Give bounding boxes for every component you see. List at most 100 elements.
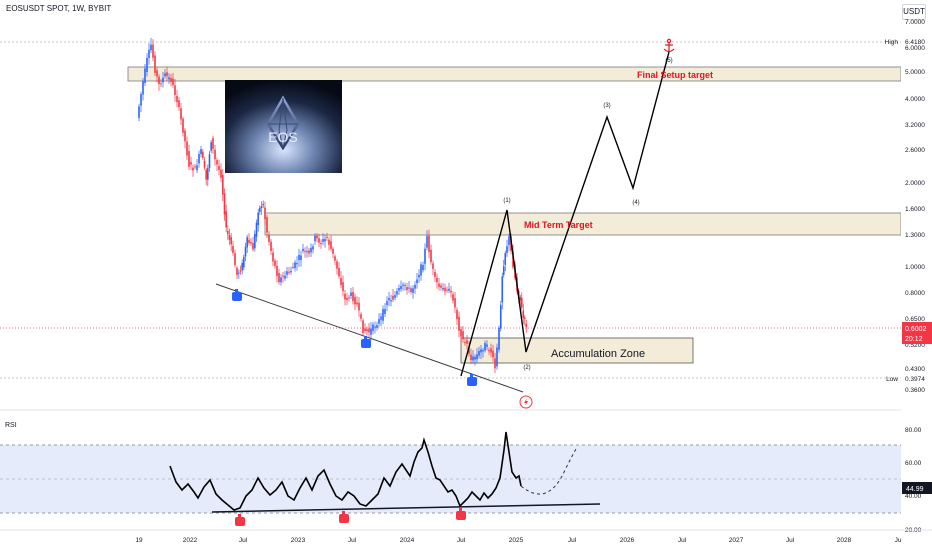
thumbs-up-icon bbox=[232, 289, 242, 301]
candle bbox=[276, 265, 278, 276]
price-tick-label: 3.2000 bbox=[905, 122, 925, 129]
candle bbox=[282, 275, 284, 277]
candle bbox=[410, 288, 412, 292]
candle bbox=[182, 118, 184, 133]
candle bbox=[255, 222, 258, 237]
time-tick-label: Jul bbox=[568, 537, 577, 544]
candle bbox=[214, 149, 216, 160]
candle bbox=[428, 235, 430, 253]
candle bbox=[490, 348, 492, 353]
price-tick-label: 0.6500 bbox=[905, 316, 925, 323]
candle bbox=[286, 271, 288, 275]
candle bbox=[324, 238, 326, 242]
candle bbox=[156, 70, 158, 77]
accumulation-label: Accumulation Zone bbox=[551, 348, 645, 360]
candle bbox=[362, 320, 364, 333]
candle bbox=[446, 289, 448, 291]
candle bbox=[222, 174, 224, 195]
candle bbox=[394, 294, 396, 298]
candle bbox=[404, 285, 406, 287]
low-label: Low bbox=[886, 376, 898, 383]
candle bbox=[243, 257, 245, 268]
candle bbox=[519, 296, 522, 301]
candle bbox=[384, 308, 386, 314]
candle bbox=[476, 354, 478, 360]
time-axis-ticks[interactable]: 19 2022 Jul 2023 Jul 2024 Jul 2025 Jul 2026 Jul 202… bbox=[135, 537, 901, 544]
symbol-title: EOSUSDT SPOT, 1W, BYBIT bbox=[6, 4, 112, 13]
price-tick-label: 2.6000 bbox=[905, 147, 925, 154]
candle bbox=[360, 314, 362, 319]
candle bbox=[192, 167, 194, 171]
candle bbox=[328, 239, 330, 245]
rsi-value-badge bbox=[902, 482, 932, 494]
high-value: 6.4180 bbox=[905, 39, 925, 46]
candle bbox=[412, 288, 414, 293]
candle bbox=[248, 239, 250, 243]
candle bbox=[241, 263, 243, 271]
candle bbox=[280, 277, 282, 283]
candle bbox=[138, 106, 140, 118]
price-axis[interactable] bbox=[901, 22, 932, 542]
high-label: High bbox=[885, 39, 899, 46]
candle bbox=[442, 287, 444, 290]
candle bbox=[326, 236, 328, 238]
candle bbox=[356, 302, 358, 305]
candle bbox=[266, 217, 268, 233]
rsi-projection bbox=[520, 448, 577, 495]
rsi-line bbox=[169, 431, 522, 511]
candle bbox=[466, 340, 468, 344]
candle bbox=[366, 329, 368, 332]
candle bbox=[304, 250, 306, 252]
candle bbox=[448, 288, 450, 291]
candle bbox=[216, 160, 218, 165]
candle bbox=[218, 165, 220, 170]
candle bbox=[142, 81, 144, 95]
price-tick-label: 5.0000 bbox=[905, 69, 925, 76]
candle bbox=[330, 241, 332, 250]
candle bbox=[172, 78, 174, 86]
thumbs-up-icon bbox=[339, 511, 349, 523]
candle bbox=[257, 212, 259, 225]
candle bbox=[146, 57, 148, 73]
candle bbox=[418, 274, 420, 278]
candle bbox=[300, 255, 302, 261]
candle bbox=[250, 242, 252, 244]
candle bbox=[378, 319, 380, 324]
candle bbox=[184, 130, 186, 142]
rsi-last-value: 44.99 bbox=[906, 486, 924, 493]
price-tick-label: 1.6000 bbox=[905, 206, 925, 213]
price-axis-ticks: 7.0000 6.0000 5.0000 4.0000 3.2000 2.6000 2.00… bbox=[905, 19, 925, 394]
candle bbox=[496, 347, 498, 367]
candle bbox=[306, 251, 308, 253]
candle bbox=[318, 238, 320, 243]
currency-button[interactable]: USDT bbox=[902, 4, 926, 20]
candle bbox=[244, 246, 247, 257]
candle bbox=[522, 310, 525, 318]
candle bbox=[296, 263, 298, 265]
candle bbox=[166, 72, 168, 77]
candle bbox=[364, 328, 366, 332]
time-tick-label: Jul bbox=[678, 537, 687, 544]
candle bbox=[228, 235, 231, 240]
candle bbox=[152, 44, 154, 58]
candle bbox=[422, 264, 424, 271]
candle bbox=[294, 262, 296, 269]
time-tick-label: Jul bbox=[786, 537, 795, 544]
candle bbox=[420, 264, 422, 276]
candle bbox=[386, 301, 388, 306]
candle bbox=[358, 302, 360, 311]
candle bbox=[260, 206, 263, 209]
candle bbox=[460, 329, 462, 337]
candle bbox=[284, 275, 286, 279]
eos-image-caption: EOS bbox=[268, 129, 298, 145]
candle bbox=[452, 294, 454, 301]
candle bbox=[259, 207, 261, 212]
candle bbox=[170, 77, 172, 83]
candle bbox=[186, 141, 188, 156]
candle bbox=[474, 356, 476, 360]
candle bbox=[200, 149, 202, 155]
price-tick-label: 0.3600 bbox=[905, 387, 925, 394]
candle bbox=[488, 350, 490, 352]
candle bbox=[346, 298, 348, 301]
